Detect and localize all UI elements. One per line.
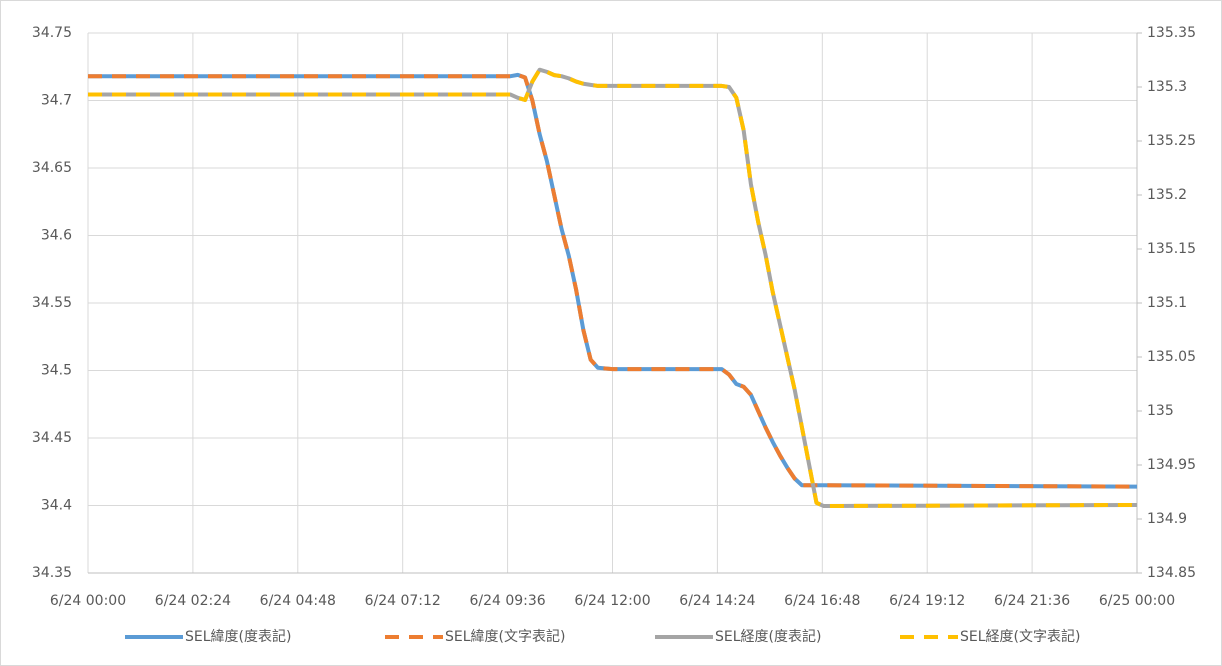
y-tick-label: 34.35: [32, 565, 72, 581]
y-tick-label: 34.45: [32, 430, 72, 446]
y2-tick-label: 135.35: [1147, 25, 1196, 41]
x-tick-label: 6/24 12:00: [574, 593, 650, 609]
y2-tick-label: 135.05: [1147, 349, 1196, 365]
x-tick-label: 6/24 16:48: [784, 593, 860, 609]
legend-label: SEL経度(度表記): [715, 628, 821, 645]
y-tick-label: 34.65: [32, 160, 72, 176]
y-tick-label: 34.4: [41, 498, 72, 514]
x-tick-label: 6/24 09:36: [469, 593, 545, 609]
y-tick-label: 34.75: [32, 25, 72, 41]
y-tick-label: 34.55: [32, 295, 72, 311]
y2-tick-label: 134.9: [1147, 511, 1187, 527]
x-tick-label: 6/24 00:00: [50, 593, 126, 609]
x-tick-label: 6/24 21:36: [994, 593, 1070, 609]
y-tick-label: 34.6: [41, 228, 72, 244]
series-line: [88, 72, 1138, 489]
x-tick-label: 6/24 14:24: [679, 593, 755, 609]
y2-tick-label: 134.85: [1147, 565, 1196, 581]
x-tick-label: 6/24 07:12: [365, 593, 441, 609]
y2-tick-label: 135.25: [1147, 133, 1196, 149]
y2-tick-label: 135.2: [1147, 187, 1187, 203]
y2-tick-label: 135.3: [1147, 79, 1187, 95]
y-tick-label: 34.5: [41, 363, 72, 379]
y2-tick-label: 135: [1147, 403, 1174, 419]
legend-label: SEL緯度(度表記): [185, 628, 291, 645]
y2-tick-label: 134.95: [1147, 457, 1196, 473]
series-line: [88, 67, 1138, 509]
y2-tick-label: 135.1: [1147, 295, 1187, 311]
x-tick-label: 6/24 19:12: [889, 593, 965, 609]
y2-tick-label: 135.15: [1147, 241, 1196, 257]
x-tick-label: 6/25 00:00: [1099, 593, 1175, 609]
y-tick-label: 34.7: [41, 93, 72, 109]
x-tick-label: 6/24 02:24: [155, 593, 231, 609]
legend-label: SEL経度(文字表記): [960, 628, 1080, 645]
legend-label: SEL緯度(文字表記): [445, 628, 565, 645]
x-tick-label: 6/24 04:48: [260, 593, 336, 609]
